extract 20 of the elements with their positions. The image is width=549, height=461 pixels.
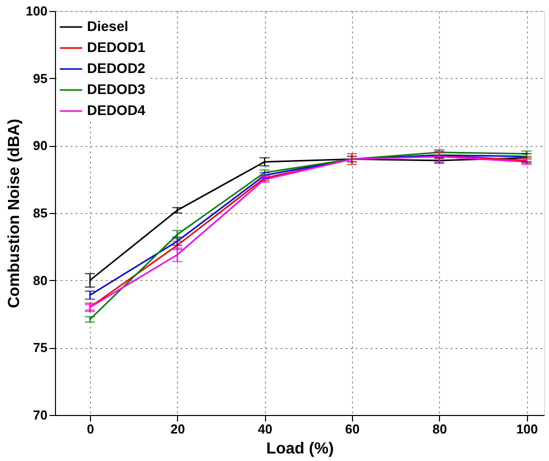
y-tick-label: 80 xyxy=(33,272,48,288)
legend-label: Diesel xyxy=(87,18,128,34)
legend-label: DEDOD1 xyxy=(87,39,146,55)
y-tick-label: 75 xyxy=(33,340,48,356)
y-tick-label: 70 xyxy=(33,408,48,422)
x-tick-label: 60 xyxy=(345,422,360,436)
y-tick-label: 85 xyxy=(33,206,48,220)
legend-label: DEDOD3 xyxy=(87,81,146,97)
x-axis-title: Load (%) xyxy=(266,440,334,458)
legend-label: DEDOD4 xyxy=(87,102,146,118)
y-tick-label: 100 xyxy=(26,4,48,18)
x-tick-label: 0 xyxy=(86,422,94,436)
y-tick-label: 95 xyxy=(33,70,48,86)
x-tick-label: 20 xyxy=(170,422,185,436)
legend-label: DEDOD2 xyxy=(87,60,146,76)
x-tick-label: 80 xyxy=(432,422,447,436)
x-tick-label: 100 xyxy=(516,422,538,436)
y-tick-label: 90 xyxy=(33,138,48,154)
x-tick-label: 40 xyxy=(258,422,272,436)
y-axis-title: Combustion Noise (dBA) xyxy=(6,118,23,308)
